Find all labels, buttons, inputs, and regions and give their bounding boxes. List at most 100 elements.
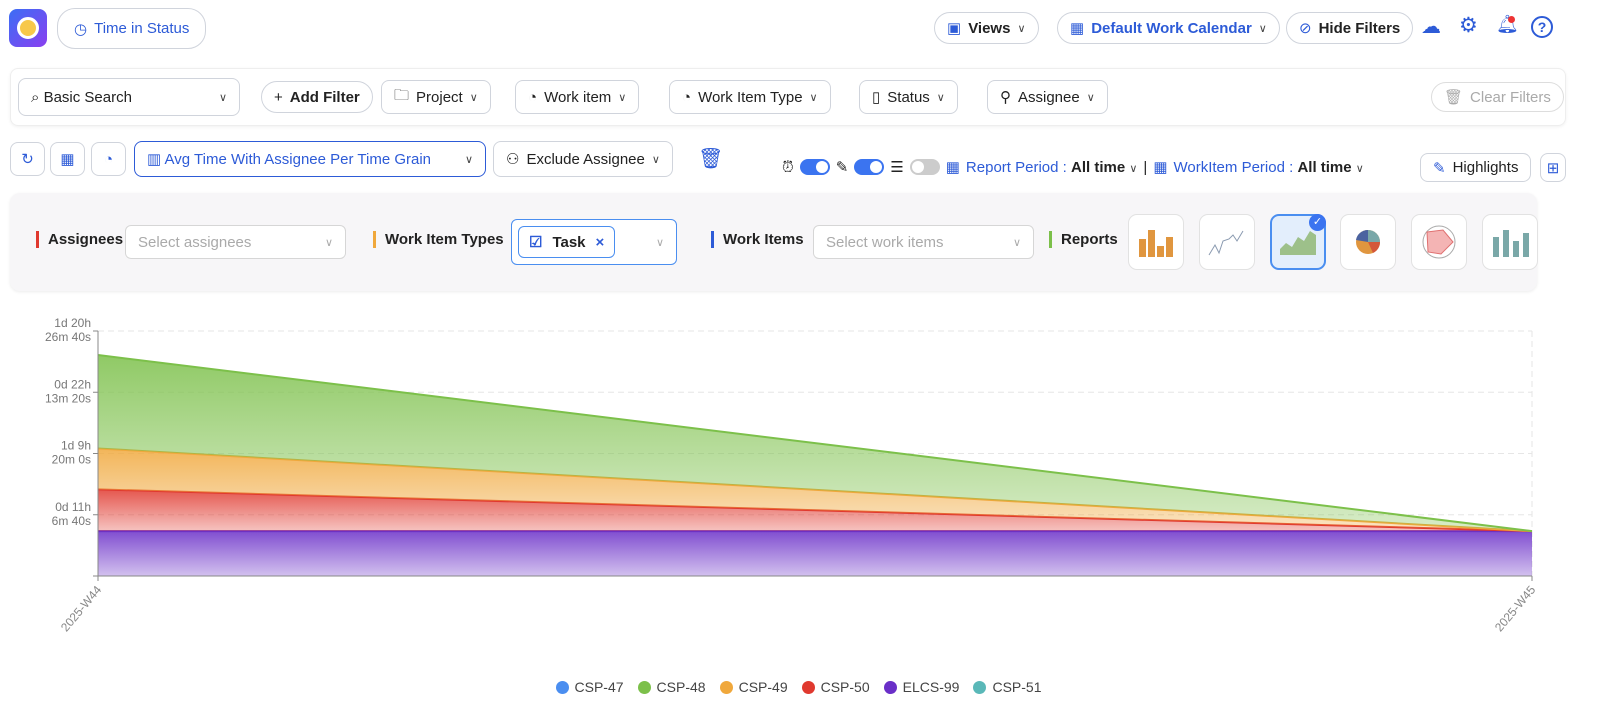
- assignees-select[interactable]: Select assignees ∨: [125, 225, 346, 259]
- alarm-toggle[interactable]: [799, 159, 830, 175]
- legend-item[interactable]: CSP-50: [801, 679, 870, 695]
- chart-view-button[interactable]: ◔: [91, 142, 126, 176]
- chevron-down-icon: ∨: [1355, 162, 1364, 175]
- calendar-icon: ▦: [1153, 159, 1168, 176]
- report-period-select[interactable]: Report Period : All time ∨: [966, 159, 1137, 176]
- assignee-filter[interactable]: ⚲ Assignee ∨: [987, 80, 1108, 114]
- report-bar-line[interactable]: [1482, 214, 1538, 270]
- notification-dot: [1508, 16, 1515, 23]
- work-item-type-label: Work Item Type: [698, 88, 803, 106]
- chevron-down-icon: ∨: [1258, 22, 1267, 35]
- table-view-button[interactable]: ▦: [50, 142, 85, 176]
- legend-item[interactable]: CSP-51: [973, 679, 1041, 695]
- status-filter[interactable]: ▯ Status ∨: [859, 80, 958, 114]
- views-label: Views: [968, 19, 1011, 37]
- line-CSP-48: [97, 354, 1533, 533]
- remove-icon[interactable]: ×: [595, 233, 605, 251]
- gear-icon[interactable]: ⚙: [1459, 14, 1478, 37]
- highlighter-icon: ✎: [1433, 159, 1446, 177]
- plus-icon: +: [274, 88, 283, 106]
- y-tick-label: 1d 20h 26m 40s: [45, 316, 91, 344]
- divider: |: [1143, 158, 1148, 176]
- area-chart: 0d 11h 6m 40s 1d 9h 20m 0s 0d 22h 13m 20s 1d 2…: [45, 316, 1539, 635]
- basic-search-label: Basic Search: [43, 88, 132, 106]
- hide-filters-button[interactable]: ⊘ Hide Filters: [1286, 12, 1414, 44]
- user-icon: ⚲: [1000, 89, 1011, 106]
- alarm-icon: ⏰︎: [782, 158, 794, 176]
- report-radar[interactable]: [1411, 214, 1467, 270]
- calendar-label: Default Work Calendar: [1091, 19, 1252, 37]
- status-icon: ▯: [872, 89, 881, 106]
- assignee-label: Assignee: [1018, 88, 1080, 106]
- project-filter[interactable]: 🗀 Project ∨: [381, 80, 491, 114]
- highlight-toggle[interactable]: [854, 159, 885, 175]
- views-button[interactable]: ▣ Views ∨: [934, 12, 1039, 44]
- clear-filters-button[interactable]: 🗑︎ Clear Filters: [1431, 82, 1564, 112]
- y-tick-label: 0d 11h 6m 40s: [52, 500, 91, 528]
- basic-search-select[interactable]: ⌕ Basic Search ∨: [18, 78, 240, 116]
- toolbar-options: ⏰︎ ✎ ☰ ▦ Report Period : All time ∨ | ▦ …: [782, 158, 1364, 177]
- clock-icon: ◷: [74, 20, 88, 38]
- work-item-type-filter[interactable]: ◔ Work Item Type ∨: [669, 80, 831, 114]
- chevron-down-icon: ∨: [1012, 236, 1021, 249]
- refresh-icon: ↻: [21, 151, 34, 168]
- chevron-down-icon: ∨: [464, 153, 473, 166]
- legend-item[interactable]: ELCS-99: [883, 679, 959, 695]
- reports-label: Reports: [1049, 231, 1118, 248]
- chevron-down-icon: ∨: [936, 91, 945, 104]
- refresh-button[interactable]: ↻: [10, 142, 45, 176]
- report-bar[interactable]: [1128, 214, 1184, 270]
- search-icon: ⌕: [31, 88, 40, 106]
- area-ELCS-99[interactable]: [98, 531, 1532, 576]
- folder-icon: 🗀: [394, 86, 410, 104]
- legend-item[interactable]: CSP-49: [719, 679, 788, 695]
- legend-dot: [637, 681, 651, 694]
- work-item-filter[interactable]: ◔ Work item ∨: [515, 80, 640, 114]
- type-chip-label: Task: [552, 233, 586, 251]
- legend-dot: [801, 681, 815, 694]
- delete-icon[interactable]: 🗑︎: [698, 148, 724, 170]
- report-period-value: All time: [1070, 158, 1126, 176]
- hide-filters-label: Hide Filters: [1318, 19, 1401, 37]
- app-logo: [9, 9, 47, 47]
- assignees-label: Assignees: [36, 231, 123, 248]
- highlights-button[interactable]: ✎ Highlights: [1420, 153, 1532, 182]
- radar-chart-icon: [1422, 225, 1456, 259]
- chevron-down-icon: ∨: [1129, 162, 1138, 175]
- report-line[interactable]: [1199, 214, 1255, 270]
- report-pie[interactable]: [1340, 214, 1396, 270]
- list-toggle[interactable]: [909, 159, 940, 175]
- add-filter-button[interactable]: + Add Filter: [261, 81, 373, 113]
- legend-item[interactable]: CSP-47: [555, 679, 624, 695]
- clear-filters-label: Clear Filters: [1470, 88, 1551, 106]
- cloud-download-icon[interactable]: ☁: [1421, 16, 1441, 38]
- bar-chart-icon: ▥: [147, 151, 162, 168]
- calendar-icon: ▦: [1070, 20, 1085, 37]
- list-icon: ☰: [890, 159, 904, 176]
- work-items-select[interactable]: Select work items ∨: [813, 225, 1034, 259]
- chevron-down-icon: ∨: [1086, 91, 1095, 104]
- calendar-icon: ▦: [945, 159, 960, 176]
- legend-dot: [555, 681, 569, 694]
- assignees-placeholder: Select assignees: [138, 233, 252, 251]
- project-label: Project: [416, 88, 463, 106]
- work-item-types-select[interactable]: ☑ Task × ∨: [511, 219, 677, 265]
- trash-icon: 🗑︎: [1444, 89, 1464, 106]
- calendar-button[interactable]: ▦ Default Work Calendar ∨: [1057, 12, 1280, 44]
- help-icon[interactable]: ?: [1531, 16, 1553, 38]
- grid-layout-button[interactable]: ⊞: [1540, 153, 1566, 182]
- legend-item[interactable]: CSP-48: [637, 679, 706, 695]
- chevron-down-icon: ∨: [218, 91, 227, 104]
- bar-chart-icon: [1139, 230, 1173, 257]
- exclude-assignee-select[interactable]: ⚇ Exclude Assignee ∨: [493, 141, 673, 177]
- workitem-period-select[interactable]: WorkItem Period : All time ∨: [1174, 159, 1364, 176]
- workitem-period-value: All time: [1297, 158, 1352, 176]
- chevron-down-icon: ∨: [651, 153, 660, 166]
- report-select[interactable]: ▥ Avg Time With Assignee Per Time Grain ∨: [134, 141, 486, 177]
- highlights-label: Highlights: [1452, 159, 1519, 176]
- x-tick-label: 2025-W44: [58, 583, 105, 635]
- report-area[interactable]: ✓: [1270, 214, 1326, 270]
- time-in-status-button[interactable]: ◷ Time in Status: [57, 8, 207, 49]
- legend-dot: [883, 681, 897, 694]
- filter-bar: [10, 68, 1566, 126]
